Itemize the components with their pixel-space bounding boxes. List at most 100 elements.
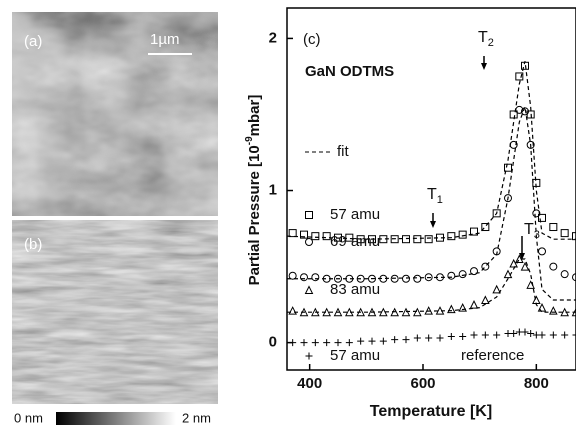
marker (305, 211, 313, 219)
marker (532, 295, 541, 305)
marker (334, 274, 342, 283)
annotation: T1 (427, 186, 443, 206)
panel-label: (c) (303, 31, 321, 48)
panel-label: (a) (24, 33, 42, 50)
marker (532, 178, 541, 187)
marker (368, 337, 376, 345)
marker (367, 307, 377, 317)
marker (470, 331, 478, 339)
series-label: 57 amu (330, 206, 380, 223)
x-tick-label: 600 (410, 375, 435, 392)
marker (401, 307, 411, 317)
marker (469, 299, 479, 309)
marker (435, 306, 445, 315)
marker (509, 110, 518, 119)
marker (470, 267, 478, 276)
marker (345, 274, 354, 283)
marker (334, 233, 342, 242)
marker (305, 238, 313, 246)
fit-line (287, 258, 576, 313)
marker (515, 105, 524, 114)
marker (515, 72, 524, 81)
marker (537, 303, 547, 312)
marker (424, 235, 433, 244)
marker (379, 274, 388, 283)
marker (356, 235, 365, 244)
marker (493, 331, 501, 339)
y-label-text: Partial Pressure [10 (246, 145, 263, 285)
marker (447, 304, 456, 314)
marker (300, 273, 308, 282)
marker (436, 233, 444, 242)
marker (299, 307, 309, 317)
annotation: T3 (524, 221, 540, 241)
marker (521, 107, 529, 116)
y-label-sup: -9 (244, 136, 255, 145)
marker (572, 273, 576, 282)
marker (470, 227, 478, 236)
marker (560, 270, 569, 279)
marker (300, 339, 308, 347)
marker (368, 274, 376, 283)
marker (413, 307, 422, 317)
marker (549, 331, 557, 339)
y-axis-label: Partial Pressure [10-9mbar] (244, 95, 263, 286)
marker (333, 307, 343, 317)
annotation-arrowhead (430, 221, 436, 228)
fit-label: fit (337, 143, 350, 160)
marker (527, 329, 535, 337)
annotation-text: T (524, 221, 534, 238)
marker (560, 229, 569, 238)
marker (549, 223, 558, 232)
marker (356, 307, 365, 317)
marker (447, 271, 456, 280)
marker (390, 235, 399, 244)
marker (538, 331, 546, 339)
y-label-unit: mbar] (246, 95, 263, 137)
marker (288, 306, 297, 315)
marker (345, 233, 354, 242)
marker (322, 307, 331, 317)
marker (571, 307, 576, 317)
marker (390, 274, 399, 283)
marker (424, 306, 433, 315)
marker (458, 270, 467, 279)
annotation-text: T (478, 29, 488, 46)
marker (368, 235, 376, 244)
marker (436, 334, 444, 342)
y-tick-label: 0 (269, 334, 277, 351)
marker (357, 337, 365, 345)
marker (572, 331, 576, 339)
marker (311, 307, 320, 317)
afm-image-a (12, 12, 218, 216)
marker (458, 230, 467, 239)
marker (549, 306, 558, 315)
marker (379, 307, 388, 317)
marker (322, 274, 331, 283)
colorbar-label: 2 nm (182, 410, 211, 425)
marker (323, 339, 331, 347)
marker (459, 333, 467, 341)
marker (521, 328, 529, 336)
fit-line (287, 61, 576, 240)
marker (391, 336, 399, 344)
scale-label: 1µm (150, 31, 179, 48)
colorbar (56, 412, 176, 425)
reference-label: reference (461, 347, 524, 364)
marker (481, 262, 490, 271)
annotation: T2 (478, 29, 494, 49)
marker (447, 333, 455, 341)
series-label: 83 amu (330, 281, 380, 298)
panel-label: (b) (24, 236, 42, 253)
marker (560, 307, 569, 317)
marker (549, 262, 558, 271)
marker (538, 213, 546, 222)
marker (509, 258, 518, 268)
marker (356, 274, 365, 283)
marker (288, 229, 297, 238)
marker (447, 232, 456, 241)
marker (304, 285, 314, 294)
marker (402, 336, 410, 344)
series-label: 57 amu (330, 347, 380, 364)
marker (345, 339, 353, 347)
